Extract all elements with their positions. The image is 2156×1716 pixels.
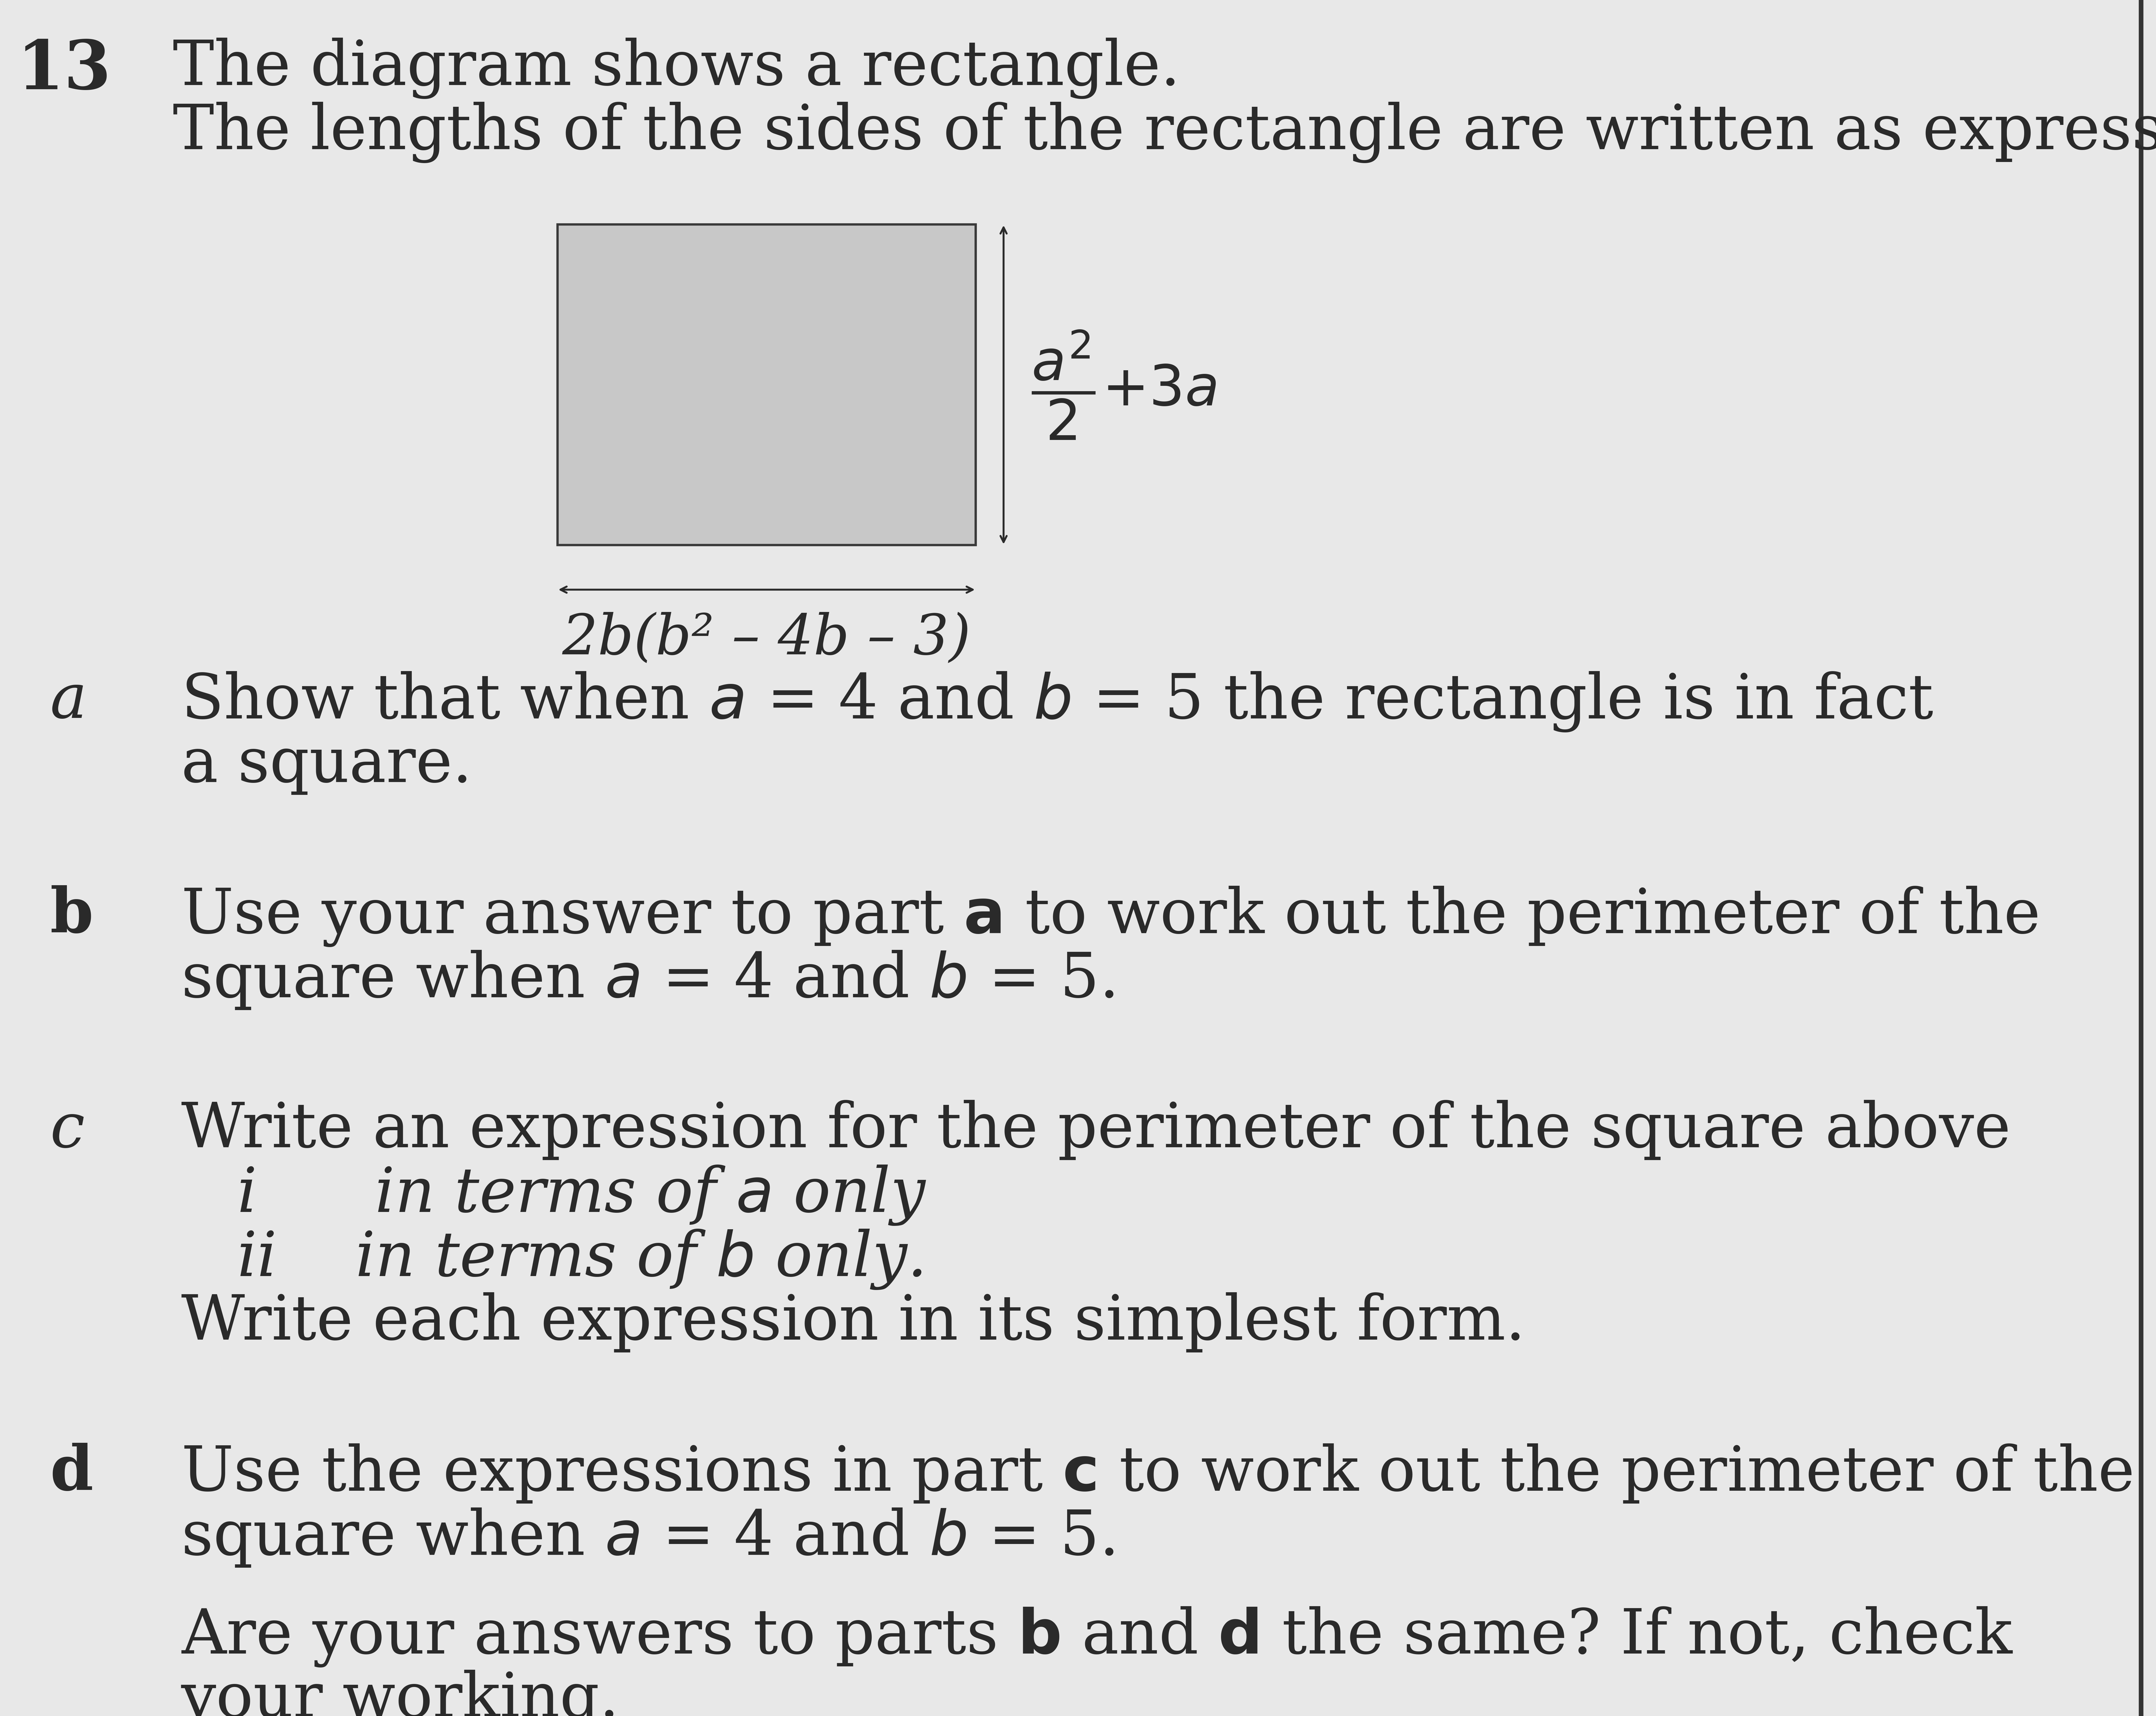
Text: ii    in terms of $b$ only.: ii in terms of $b$ only. — [237, 1229, 923, 1290]
Text: The diagram shows a rectangle.: The diagram shows a rectangle. — [172, 38, 1179, 100]
Text: Use the expressions in part $\mathbf{c}$ to work out the perimeter of the: Use the expressions in part $\mathbf{c}$… — [181, 1443, 2132, 1505]
Text: c: c — [50, 1100, 84, 1160]
Text: Write each expression in its simplest form.: Write each expression in its simplest fo… — [181, 1292, 1524, 1352]
Text: The lengths of the sides of the rectangle are written as expressions.: The lengths of the sides of the rectangl… — [172, 101, 2156, 163]
Bar — [558, 225, 977, 546]
Text: square when $a$ = 4 and $b$ = 5.: square when $a$ = 4 and $b$ = 5. — [181, 949, 1115, 1011]
Text: a: a — [50, 671, 86, 731]
Text: $\dfrac{a^2}{2}$$ + 3a$: $\dfrac{a^2}{2}$$ + 3a$ — [1031, 329, 1216, 441]
Text: 2b(b² – 4b – 3): 2b(b² – 4b – 3) — [563, 613, 970, 666]
Text: your working.: your working. — [181, 1670, 619, 1716]
Text: Show that when $a$ = 4 and $b$ = 5 the rectangle is in fact: Show that when $a$ = 4 and $b$ = 5 the r… — [181, 671, 1934, 733]
Text: Are your answers to parts $\mathbf{b}$ and $\mathbf{d}$ the same? If not, check: Are your answers to parts $\mathbf{b}$ a… — [181, 1606, 2014, 1668]
Text: d: d — [50, 1443, 93, 1503]
Text: i      in terms of $a$ only: i in terms of $a$ only — [237, 1163, 927, 1227]
Text: a square.: a square. — [181, 734, 472, 795]
Text: Write an expression for the perimeter of the square above: Write an expression for the perimeter of… — [181, 1100, 2012, 1160]
Text: Use your answer to part $\mathbf{a}$ to work out the perimeter of the: Use your answer to part $\mathbf{a}$ to … — [181, 885, 2037, 947]
Text: b: b — [50, 885, 93, 946]
Text: square when $a$ = 4 and $b$ = 5.: square when $a$ = 4 and $b$ = 5. — [181, 1507, 1115, 1568]
Text: 13: 13 — [17, 38, 110, 103]
